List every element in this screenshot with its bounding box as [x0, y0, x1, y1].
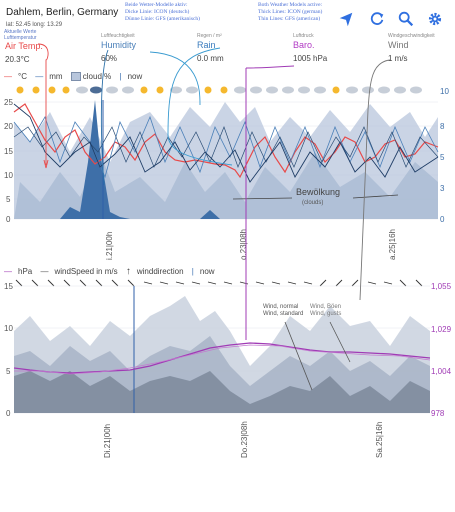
chart2-x-ticks: Di.21|00h Do.23|08h Sa.25|16h — [103, 421, 384, 458]
y-tick: 978 — [431, 409, 445, 418]
annotation-arrow-left — [232, 197, 293, 200]
y-tick: 3 — [440, 184, 445, 193]
rain-value: 0.0 mm — [197, 54, 224, 63]
x-tick: o.23|08h — [239, 229, 248, 260]
wind-label: Wind — [388, 40, 409, 50]
chart1-x-ticks: i.21|00h o.23|08h a.25|16h — [105, 229, 397, 260]
legend-cloud: cloud % — [82, 72, 112, 81]
y-tick: 15 — [4, 282, 13, 291]
annotation-wind-boeen: Wind, Böen — [310, 304, 341, 310]
note-line: Thick Lines: ICON (german) — [258, 9, 323, 15]
search-icon[interactable] — [397, 10, 415, 28]
y-tick: 10 — [4, 324, 13, 333]
chart1-temp-rain-clouds: Bewölkung (clouds) 25 20 15 10 5 0 10 8 … — [4, 86, 449, 260]
legend-windspeed: windSpeed in m/s — [54, 267, 118, 276]
current-wind: Windgeschwindigkeit Wind 1 m/s — [388, 33, 435, 65]
baro-line — [13, 342, 431, 374]
chart2-legend: — hPa — windSpeed in m/s ↑ winddirection | n… — [4, 266, 215, 277]
x-tick: Sa.25|16h — [375, 422, 384, 458]
current-baro: Luftdruck Baro. 1005 hPa — [293, 33, 327, 65]
note-line: Thin Lines: GFS (american) — [258, 16, 321, 22]
note-models-en: Both Weather Models active: Thick Lines:… — [258, 2, 322, 23]
chart1-y-left: 25 20 15 10 5 0 — [4, 98, 13, 224]
navigation-arrow-icon[interactable] — [337, 10, 355, 28]
y-tick: 0 — [440, 215, 445, 224]
y-tick: 1,029 — [431, 325, 452, 334]
humidity-small: Luftfeuchtigkeit — [101, 33, 135, 39]
y-tick: 8 — [440, 122, 445, 131]
y-tick: 5 — [6, 367, 11, 376]
y-tick: 25 — [4, 98, 13, 107]
note-line: Aktuelle Werte — [4, 29, 37, 35]
legend-temp: °C — [18, 72, 27, 81]
chart2-baro-wind: Wind, normal Wind, standard Wind, Böen W… — [4, 279, 452, 458]
legend-now: now — [127, 72, 143, 81]
y-tick: 5 — [440, 153, 445, 162]
baro-value: 1005 hPa — [293, 54, 328, 63]
y-tick: 20 — [4, 122, 13, 131]
chart2-y-right: 1,055 1,029 1,004 978 — [431, 282, 452, 418]
refresh-icon[interactable] — [368, 10, 386, 28]
y-tick: 10 — [440, 87, 449, 96]
x-tick: a.25|16h — [388, 229, 397, 260]
y-tick: 1,055 — [431, 282, 452, 291]
humidity-value: 60% — [101, 54, 118, 63]
rain-label: Rain — [197, 40, 216, 50]
note-line: Beide Wetter-Modelle aktiv: — [125, 2, 188, 8]
wind-direction-arrows — [15, 279, 423, 287]
location-title: Dahlem, Berlin, Germany — [6, 7, 119, 18]
legend-now2: now — [199, 267, 215, 276]
cloud-area-2 — [14, 152, 438, 219]
x-tick: Do.23|08h — [240, 421, 249, 458]
legend-rain: mm — [49, 72, 63, 81]
baro-small: Luftdruck — [293, 33, 314, 39]
chart2-y-left: 15 10 5 0 — [4, 282, 13, 418]
x-tick: i.21|00h — [105, 232, 114, 260]
note-line: Dünne Linie: GFS (amerikanisch) — [125, 16, 200, 22]
x-tick: Di.21|00h — [103, 424, 112, 458]
annotation-clouds-en: (clouds) — [302, 200, 323, 206]
y-tick: 0 — [6, 409, 11, 418]
note-line: Lufttemperatur — [4, 35, 37, 41]
y-tick: 10 — [4, 171, 13, 180]
wind-small: Windgeschwindigkeit — [388, 33, 435, 39]
legend-baro: hPa — [18, 267, 33, 276]
y-tick: 15 — [4, 147, 13, 156]
baro-line-gfs — [14, 344, 431, 375]
annotation-clouds-de: Bewölkung — [296, 187, 340, 197]
y-tick: 0 — [6, 215, 11, 224]
chart1-y-right: 10 8 5 3 0 — [440, 87, 449, 224]
gear-icon[interactable] — [426, 10, 444, 28]
note-line: Dicke Linie: ICON (deutsch) — [125, 9, 190, 15]
baro-label: Baro. — [293, 40, 315, 50]
arrow-baro-top — [245, 65, 295, 69]
chart1-legend: — °C — mm cloud % | now — [4, 72, 143, 82]
temp-value: 20.3°C — [5, 55, 30, 64]
note-line: Both Weather Models active: — [258, 2, 323, 8]
annotation-wind-normal: Wind, normal — [263, 304, 298, 310]
y-tick: 5 — [6, 195, 11, 204]
rain-small: Regen / m² — [197, 33, 222, 39]
rain-area — [14, 100, 438, 219]
wind-value: 1 m/s — [388, 54, 408, 63]
weather-icons-row — [16, 86, 422, 94]
y-tick: 1,004 — [431, 367, 452, 376]
current-rain: Regen / m² Rain 0.0 mm — [197, 33, 224, 65]
temp-label: Air Temp. — [5, 41, 43, 51]
legend-winddirection: winddirection — [136, 267, 184, 276]
annotation-wind-standard: Wind, standard — [263, 311, 303, 317]
current-humidity: Luftfeuchtigkeit Humidity 60% — [101, 33, 136, 65]
note-models-de: Beide Wetter-Modelle aktiv: Dicke Linie:… — [125, 2, 200, 23]
current-temp: Air Temp. 20.3°C — [5, 40, 43, 66]
wind-standard-area — [14, 371, 430, 413]
humidity-label: Humidity — [101, 40, 137, 50]
note-current-values: Aktuelle Werte Lufttemperatur — [4, 29, 37, 41]
coordinates-text: lat: 52.45 long: 13.29 — [6, 22, 63, 28]
annotation-wind-gusts: Wind, gusts — [310, 311, 341, 317]
